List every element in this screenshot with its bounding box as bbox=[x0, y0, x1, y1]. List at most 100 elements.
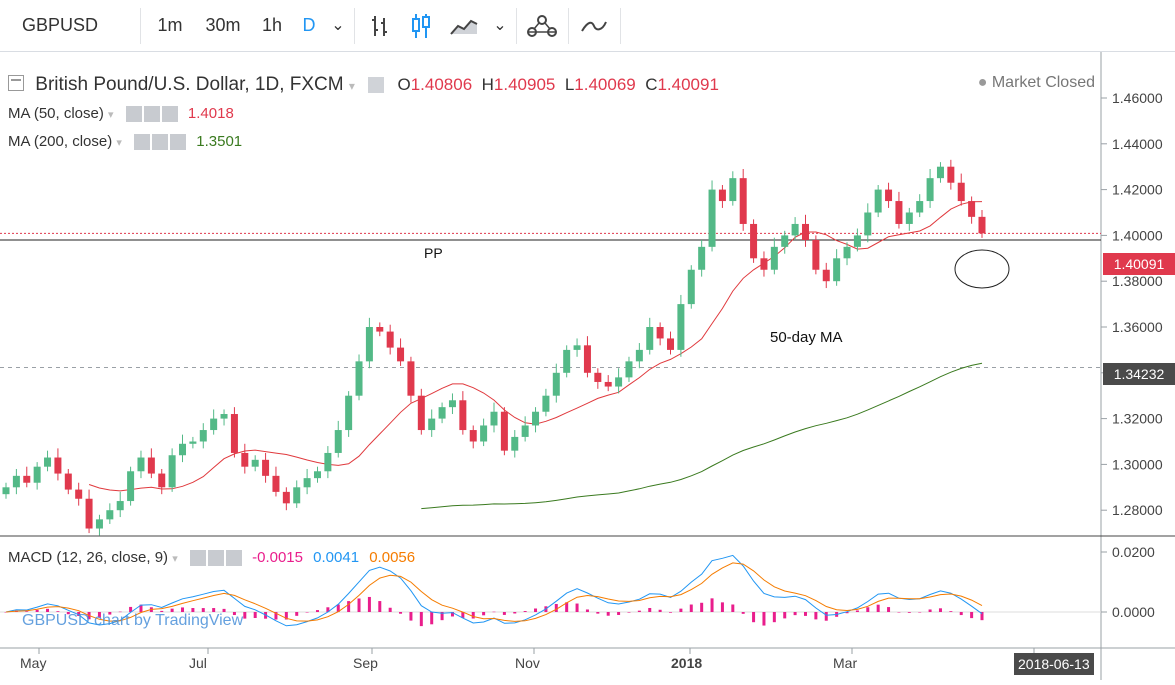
macd-hist-bar bbox=[596, 612, 600, 614]
price-tick-label: 1.44000 bbox=[1112, 136, 1163, 152]
candle-body bbox=[947, 166, 955, 183]
candle-body bbox=[791, 223, 799, 236]
macd-close-icon[interactable] bbox=[225, 550, 242, 567]
candle-body bbox=[137, 457, 145, 472]
candle-body bbox=[708, 189, 716, 247]
toolbar-divider bbox=[140, 8, 141, 44]
candle-body bbox=[220, 414, 228, 419]
visibility-eye-icon[interactable] bbox=[368, 76, 385, 93]
chart-type-chevron-down-icon[interactable]: ⌄ bbox=[493, 17, 507, 34]
candle-body bbox=[95, 519, 103, 529]
macd-tick-label: 0.0200 bbox=[1112, 544, 1155, 560]
candle-body bbox=[2, 487, 10, 495]
macd-gear-icon[interactable] bbox=[207, 550, 224, 567]
macd-eye-icon[interactable] bbox=[189, 550, 206, 567]
macd-hist-bar bbox=[461, 612, 465, 618]
ma50-eye-icon[interactable] bbox=[125, 106, 142, 123]
toolbar-divider bbox=[354, 8, 355, 44]
market-status: ● Market Closed bbox=[978, 74, 1095, 92]
candle-body bbox=[615, 377, 623, 387]
candle-body bbox=[127, 471, 135, 502]
macd-hist-bar bbox=[855, 610, 859, 612]
macd-hist-bar bbox=[492, 611, 496, 613]
macd-hist-bar bbox=[637, 610, 641, 612]
candle-body bbox=[781, 235, 789, 247]
macd-hist-bar bbox=[440, 612, 444, 621]
macd-hist-bar bbox=[450, 612, 454, 617]
macd-hist-bar bbox=[752, 612, 756, 623]
interval-d[interactable]: D bbox=[302, 15, 316, 35]
ma50-close-icon[interactable] bbox=[161, 106, 178, 123]
macd-hist-bar bbox=[129, 606, 133, 612]
ma50-gear-icon[interactable] bbox=[143, 106, 160, 123]
ma50-label: MA (50, close) bbox=[8, 105, 104, 122]
candle-body bbox=[511, 436, 519, 451]
area-chart-icon[interactable] bbox=[444, 0, 484, 51]
macd-hist-bar bbox=[876, 604, 880, 612]
macd-hist-bar bbox=[575, 603, 579, 612]
macd-hist-bar bbox=[4, 612, 8, 613]
ma50-annotation: 50-day MA bbox=[770, 329, 843, 346]
candle-body bbox=[147, 457, 155, 474]
candle-body bbox=[895, 201, 903, 224]
candle-body bbox=[386, 331, 394, 348]
macd-hist-bar bbox=[710, 598, 714, 612]
symbol-search[interactable]: GBPUSD bbox=[21, 15, 99, 35]
chart-area[interactable]: 1.46000 1.44000 1.42000 1.40000 1.38000 1.360… bbox=[0, 52, 1175, 680]
interval-1m[interactable]: 1m bbox=[157, 15, 183, 35]
candle-chart-icon[interactable] bbox=[404, 0, 438, 51]
candle-body bbox=[563, 349, 571, 373]
time-tick-label: Mar bbox=[833, 655, 857, 671]
candle-body bbox=[313, 471, 321, 479]
ma200-dropdown-icon[interactable]: ▾ bbox=[116, 137, 122, 149]
candle-body bbox=[885, 189, 893, 202]
ma50-dropdown-icon[interactable]: ▾ bbox=[108, 109, 114, 121]
macd-hist-bar bbox=[554, 603, 558, 612]
bar-chart-icon[interactable] bbox=[362, 0, 398, 51]
macd-hist-bar bbox=[679, 608, 683, 612]
candle-body bbox=[905, 212, 913, 224]
candle-body bbox=[272, 475, 280, 492]
price-chart[interactable]: 1.46000 1.44000 1.42000 1.40000 1.38000 1.360… bbox=[0, 52, 1175, 680]
macd-hist-bar bbox=[399, 612, 403, 614]
candle-body bbox=[573, 345, 581, 350]
candle-body bbox=[864, 212, 872, 236]
interval-chevron-down-icon[interactable]: ⌄ bbox=[331, 17, 345, 34]
macd-hist-bar bbox=[232, 612, 236, 616]
title-dropdown-icon[interactable]: ▾ bbox=[348, 79, 355, 93]
macd-hist-bar bbox=[191, 608, 195, 612]
macd-dropdown-icon[interactable]: ▾ bbox=[172, 553, 178, 565]
candle-body bbox=[12, 475, 20, 488]
ma200-close-icon[interactable] bbox=[170, 134, 187, 151]
candle-body bbox=[179, 443, 187, 456]
indicators-icon[interactable] bbox=[522, 0, 562, 51]
interval-30m[interactable]: 30m bbox=[205, 15, 241, 35]
candle-body bbox=[158, 473, 166, 488]
symbol-legend: British Pound/U.S. Dollar, 1D, FXCM ▾ O1… bbox=[8, 74, 719, 96]
chart-toolbar: GBPUSD 1m 30m 1h D ⌄ ⌄ bbox=[0, 0, 1175, 52]
candle-body bbox=[853, 235, 861, 247]
interval-1h[interactable]: 1h bbox=[261, 15, 283, 35]
candle-body bbox=[168, 455, 176, 488]
chart-settings-icon[interactable] bbox=[8, 74, 24, 91]
macd-hist-bar bbox=[243, 612, 247, 619]
compare-icon[interactable] bbox=[576, 0, 612, 51]
candle-body bbox=[770, 246, 778, 270]
ma200-gear-icon[interactable] bbox=[152, 134, 169, 151]
candle-body bbox=[583, 345, 591, 373]
candle-body bbox=[282, 491, 290, 504]
candle-body bbox=[345, 395, 353, 431]
macd-hist-bar bbox=[347, 601, 351, 612]
macd-hist-bar bbox=[46, 608, 50, 612]
macd-hist-bar bbox=[367, 596, 371, 612]
candle-body bbox=[667, 338, 675, 350]
price-tick-label: 1.28000 bbox=[1112, 502, 1163, 518]
ma200-label: MA (200, close) bbox=[8, 133, 113, 150]
macd-hist-bar bbox=[585, 609, 589, 612]
candle-body bbox=[957, 182, 965, 202]
candle-body bbox=[64, 473, 72, 490]
macd-hist-bar bbox=[866, 607, 870, 612]
macd-hist-bar bbox=[170, 608, 174, 612]
ma200-eye-icon[interactable] bbox=[134, 134, 151, 151]
price-tick-label: 1.46000 bbox=[1112, 90, 1163, 106]
